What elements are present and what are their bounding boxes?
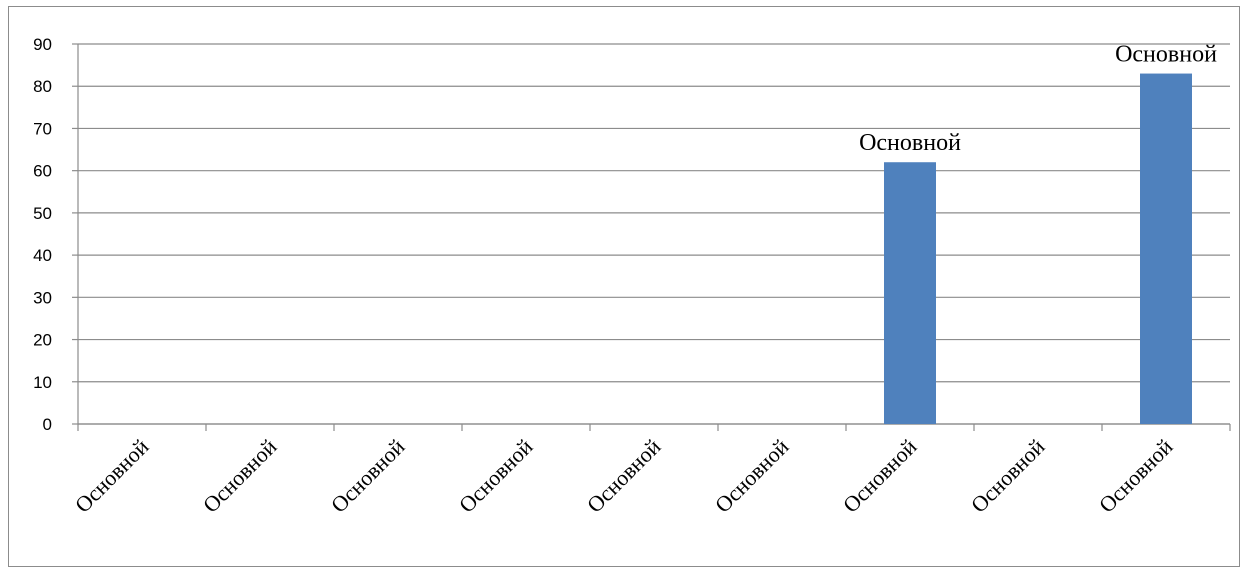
y-tick-label: 20 <box>33 331 52 350</box>
x-category-label: Основной <box>582 434 666 518</box>
x-category-label: Основной <box>454 434 538 518</box>
y-tick-label: 90 <box>33 35 52 54</box>
y-tick-label: 30 <box>33 288 52 307</box>
x-category-label: Основной <box>198 434 282 518</box>
y-tick-label: 10 <box>33 373 52 392</box>
x-category-label: Основной <box>966 434 1050 518</box>
chart-frame <box>8 6 1240 567</box>
x-category-label: Основной <box>838 434 922 518</box>
y-tick-label: 0 <box>43 415 52 434</box>
data-label: Основной <box>1115 42 1217 68</box>
y-tick-label: 40 <box>33 246 52 265</box>
bar <box>1140 73 1192 425</box>
y-tick-label: 80 <box>33 77 52 96</box>
x-category-label: Основной <box>326 434 410 518</box>
y-tick-label: 50 <box>33 204 52 223</box>
data-label: Основной <box>859 130 961 156</box>
x-category-label: Основной <box>1094 434 1178 518</box>
bar <box>884 162 936 424</box>
y-tick-label: 60 <box>33 162 52 181</box>
y-tick-label: 70 <box>33 119 52 138</box>
x-category-label: Основной <box>70 434 154 518</box>
x-category-label: Основной <box>710 434 794 518</box>
